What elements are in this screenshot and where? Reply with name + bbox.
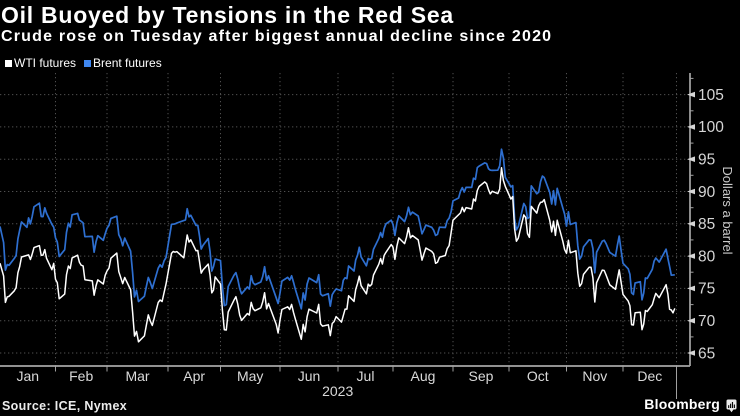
svg-text:Sep: Sep [469, 368, 494, 384]
svg-text:2023: 2023 [322, 383, 353, 399]
svg-text:65: 65 [698, 345, 715, 362]
svg-text:Jul: Jul [357, 368, 375, 384]
svg-text:Nov: Nov [582, 368, 607, 384]
svg-text:90: 90 [698, 184, 716, 201]
svg-text:Oct: Oct [527, 368, 549, 384]
svg-text:Aug: Aug [411, 368, 436, 384]
svg-text:95: 95 [698, 152, 715, 169]
svg-text:Mar: Mar [125, 368, 149, 384]
svg-text:May: May [237, 368, 263, 384]
svg-text:Feb: Feb [69, 368, 93, 384]
svg-text:Jan: Jan [17, 368, 40, 384]
svg-text:80: 80 [698, 248, 716, 265]
svg-text:85: 85 [698, 216, 715, 233]
svg-text:70: 70 [698, 313, 716, 330]
svg-text:Dec: Dec [637, 368, 662, 384]
svg-text:100: 100 [698, 119, 724, 136]
svg-text:Jun: Jun [298, 368, 321, 384]
svg-text:Dollars a barrel: Dollars a barrel [720, 166, 735, 254]
svg-text:Apr: Apr [183, 368, 205, 384]
svg-text:75: 75 [698, 281, 715, 298]
svg-text:105: 105 [698, 87, 724, 104]
